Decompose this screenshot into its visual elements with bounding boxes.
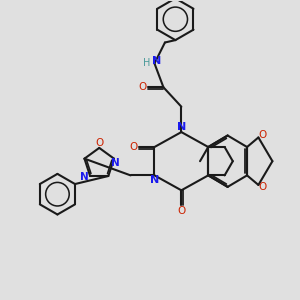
Text: N: N [80, 172, 89, 182]
Text: H: H [143, 58, 151, 68]
Text: N: N [111, 158, 120, 168]
Text: N: N [177, 122, 186, 132]
Text: O: O [95, 138, 103, 148]
Text: O: O [258, 130, 266, 140]
Text: N: N [152, 56, 161, 66]
Text: O: O [138, 82, 147, 92]
Text: O: O [177, 206, 185, 216]
Text: N: N [150, 176, 159, 185]
Text: O: O [258, 182, 266, 192]
Text: O: O [130, 142, 138, 152]
